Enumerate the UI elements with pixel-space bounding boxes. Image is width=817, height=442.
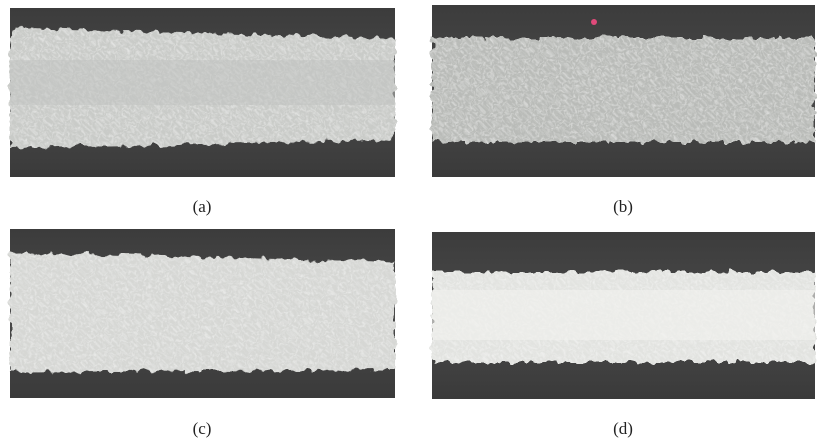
caption: (d): [613, 419, 633, 438]
caption: (a): [193, 197, 212, 216]
caption: (c): [193, 419, 212, 438]
photo-c: [10, 229, 395, 398]
caption: (b): [613, 197, 633, 216]
figure: (a) (b) (c) (d): [0, 0, 817, 442]
photo-d: [432, 232, 815, 399]
photo-b: [432, 5, 815, 177]
photo-a: [10, 8, 395, 177]
